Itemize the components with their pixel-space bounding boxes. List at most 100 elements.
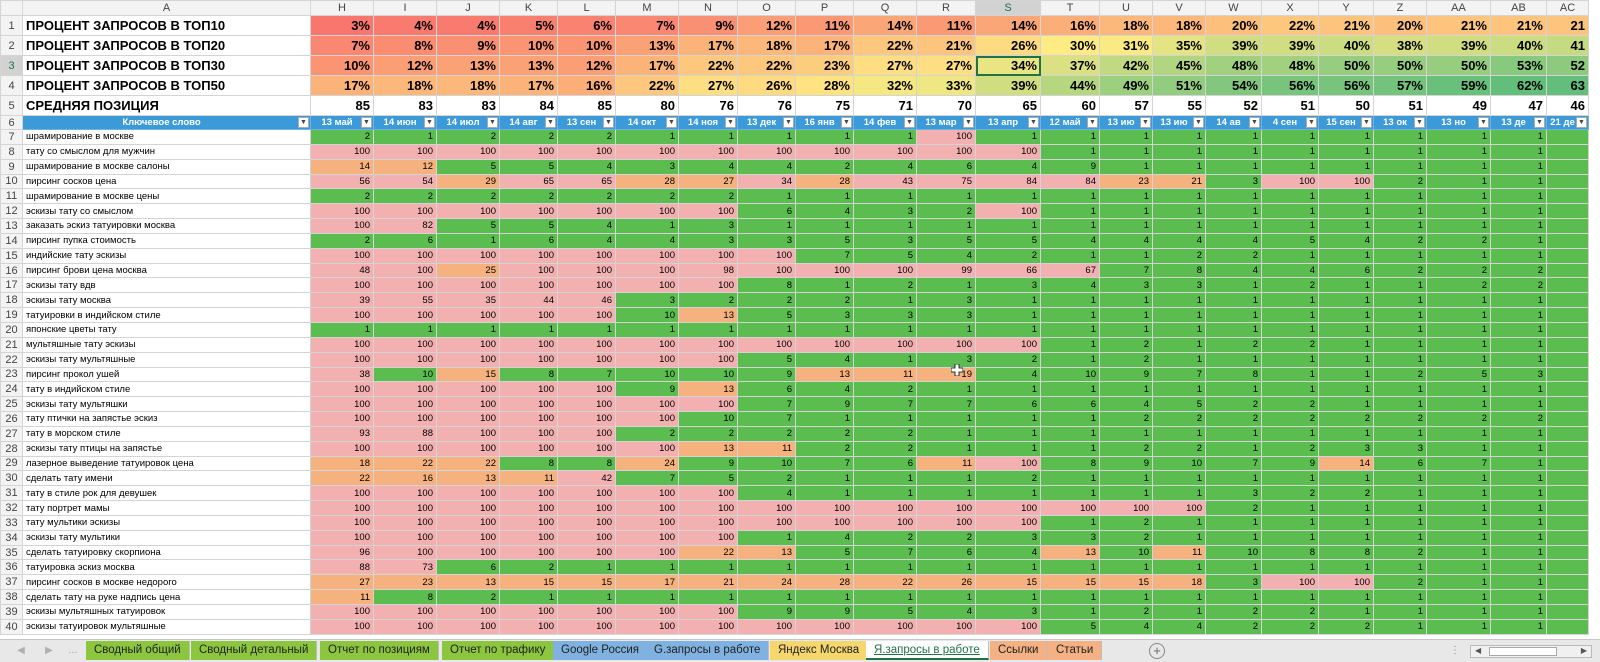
position-cell[interactable]: 100 (373, 500, 437, 516)
position-cell[interactable]: 100 (557, 247, 616, 264)
position-cell[interactable]: 100 (436, 247, 500, 264)
date-column-header[interactable]: 13 дек ▼ (737, 115, 796, 130)
position-cell[interactable]: 10 (1205, 544, 1262, 561)
position-cell[interactable]: 6 (1318, 262, 1374, 279)
position-cell[interactable]: 1 (1373, 321, 1427, 338)
position-cell[interactable]: 1 (1426, 618, 1491, 635)
position-cell[interactable]: 100 (615, 247, 679, 264)
position-cell[interactable]: 1 (1373, 307, 1427, 323)
position-cell[interactable]: 3 (1152, 277, 1206, 294)
position-cell[interactable]: 1 (1373, 277, 1427, 294)
position-cell[interactable]: 1 (1318, 351, 1374, 368)
summary-cell[interactable]: 48% (1205, 55, 1262, 76)
position-cell[interactable]: 1 (1490, 559, 1547, 576)
position-cell[interactable]: 1 (1261, 529, 1319, 546)
position-cell[interactable]: 6 (1373, 455, 1427, 472)
summary-cell[interactable]: 21% (1490, 15, 1547, 36)
position-cell[interactable]: 100 (737, 336, 796, 353)
column-header-p[interactable]: P (795, 0, 854, 16)
summary-cell[interactable]: 42% (1099, 55, 1153, 76)
position-cell[interactable]: 100 (557, 425, 616, 442)
position-cell[interactable]: 2 (1152, 411, 1206, 427)
position-cell[interactable]: 1 (916, 218, 976, 234)
position-cell[interactable] (1546, 158, 1589, 175)
keyword-cell[interactable]: тату мультики эскизы (22, 514, 311, 531)
position-cell[interactable]: 9 (1040, 158, 1100, 175)
position-cell[interactable]: 1 (1099, 203, 1153, 220)
position-cell[interactable]: 1 (1373, 618, 1427, 635)
position-cell[interactable]: 2 (1099, 440, 1153, 457)
summary-cell[interactable]: 50% (1426, 55, 1491, 76)
position-cell[interactable]: 100 (373, 440, 437, 457)
summary-cell[interactable]: 56% (1261, 75, 1319, 96)
summary-cell[interactable]: 9% (678, 15, 738, 36)
position-cell[interactable]: 1 (1426, 544, 1491, 561)
position-cell[interactable]: 1 (1426, 589, 1491, 605)
position-cell[interactable]: 4 (1261, 262, 1319, 279)
date-column-header[interactable]: 14 ав ▼ (1205, 115, 1262, 130)
keyword-cell[interactable]: пирсинг прокол ушей (22, 366, 311, 383)
position-cell[interactable]: 1 (1152, 604, 1206, 620)
position-cell[interactable]: 6 (737, 381, 796, 398)
position-cell[interactable] (1546, 440, 1589, 457)
position-cell[interactable]: 34 (737, 173, 796, 190)
position-cell[interactable]: 1 (436, 232, 500, 249)
position-cell[interactable]: 22 (853, 574, 917, 591)
position-cell[interactable]: 4 (557, 158, 616, 175)
dropdown-arrow-icon[interactable]: ▼ (545, 117, 556, 128)
keyword-cell[interactable]: тату со смыслом для мужчин (22, 143, 311, 160)
position-cell[interactable]: 1 (1426, 529, 1491, 546)
position-cell[interactable]: 1 (853, 559, 917, 576)
position-cell[interactable]: 13 (1040, 544, 1100, 561)
position-cell[interactable]: 38 (310, 366, 374, 383)
column-header-r[interactable]: R (916, 0, 976, 16)
position-cell[interactable]: 7 (853, 396, 917, 413)
summary-label[interactable]: ПРОЦЕНТ ЗАПРОСОВ В ТОП10 (22, 15, 311, 36)
position-cell[interactable]: 28 (795, 173, 854, 190)
position-cell[interactable] (1546, 247, 1589, 264)
position-cell[interactable]: 100 (373, 485, 437, 502)
position-cell[interactable]: 1 (975, 129, 1041, 145)
column-header-x[interactable]: X (1261, 0, 1319, 16)
position-cell[interactable]: 2 (1261, 604, 1319, 620)
column-header-n[interactable]: N (678, 0, 738, 16)
position-cell[interactable]: 1 (795, 277, 854, 294)
position-cell[interactable]: 100 (678, 277, 738, 294)
position-cell[interactable]: 100 (499, 425, 558, 442)
dropdown-arrow-icon[interactable]: ▼ (1534, 117, 1545, 128)
position-cell[interactable]: 11 (1152, 544, 1206, 561)
position-cell[interactable]: 6 (975, 396, 1041, 413)
position-cell[interactable]: 2 (853, 277, 917, 294)
position-cell[interactable]: 1 (1318, 529, 1374, 546)
date-column-header[interactable]: 13 сен ▼ (557, 115, 616, 130)
sheet-tab[interactable]: Ссылки (990, 641, 1048, 660)
position-cell[interactable]: 2 (1426, 262, 1491, 279)
summary-cell[interactable]: 39% (1426, 35, 1491, 56)
position-cell[interactable]: 1 (975, 381, 1041, 398)
position-cell[interactable]: 11 (916, 455, 976, 472)
position-cell[interactable]: 1 (1318, 188, 1374, 205)
position-cell[interactable]: 1 (1205, 321, 1262, 338)
position-cell[interactable]: 3 (1040, 529, 1100, 546)
position-cell[interactable]: 2 (310, 188, 374, 205)
position-cell[interactable]: 7 (557, 366, 616, 383)
position-cell[interactable]: 7 (1205, 455, 1262, 472)
position-cell[interactable]: 100 (1318, 173, 1374, 190)
summary-cell[interactable]: 35% (1152, 35, 1206, 56)
row-header-23[interactable]: 23 (0, 366, 23, 383)
summary-cell[interactable]: 18% (373, 75, 437, 96)
position-cell[interactable]: 1 (737, 218, 796, 234)
position-cell[interactable]: 29 (436, 173, 500, 190)
position-cell[interactable]: 1 (1318, 470, 1374, 487)
position-cell[interactable]: 100 (436, 381, 500, 398)
position-cell[interactable]: 1 (975, 485, 1041, 502)
position-cell[interactable]: 1 (1490, 514, 1547, 531)
position-cell[interactable]: 1 (1426, 514, 1491, 531)
row-header-5[interactable]: 5 (0, 95, 23, 116)
position-cell[interactable] (1546, 455, 1589, 472)
position-cell[interactable]: 1 (1152, 292, 1206, 309)
position-cell[interactable]: 96 (310, 544, 374, 561)
date-column-header[interactable]: 16 янв ▼ (795, 115, 854, 130)
position-cell[interactable]: 2 (1373, 366, 1427, 383)
position-cell[interactable]: 1 (853, 218, 917, 234)
